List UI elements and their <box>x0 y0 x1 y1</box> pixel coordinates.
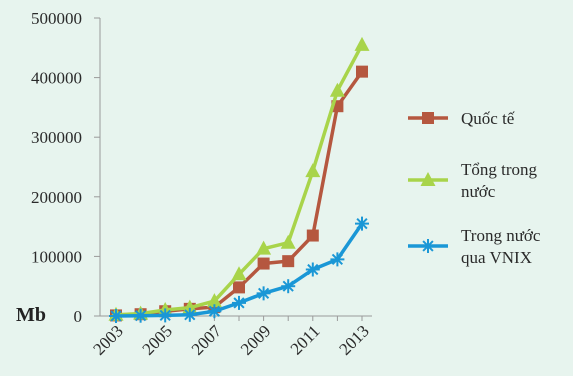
data-point-star <box>355 216 369 231</box>
data-point-star <box>232 295 246 310</box>
x-tick-label: 2003 <box>89 321 126 358</box>
data-point-star <box>158 308 173 323</box>
x-tick-label: 2009 <box>237 321 274 358</box>
y-tick-label: 500000 <box>31 9 82 28</box>
data-point-square <box>257 257 270 270</box>
legend: Quốc tế Tổng trong nước Trong nước qua VNIX <box>408 109 541 267</box>
data-point-triangle <box>420 172 436 186</box>
series-layer <box>108 36 370 323</box>
data-point-star <box>207 304 222 319</box>
data-point-triangle <box>329 82 345 97</box>
legend-label: Tổng trong nước <box>461 160 538 201</box>
data-point-square <box>356 65 368 78</box>
data-point-square <box>422 112 434 124</box>
y-tick-label: 200000 <box>31 188 82 207</box>
data-point-star <box>109 309 123 323</box>
series-square <box>110 65 368 322</box>
x-tick-label: 2005 <box>139 321 176 358</box>
x-tick-label: 2007 <box>188 321 226 359</box>
data-point-square <box>233 281 245 294</box>
y-tick-label: 0 <box>74 307 83 326</box>
data-point-square <box>306 229 319 242</box>
data-point-square <box>282 255 295 268</box>
data-point-star <box>330 252 345 267</box>
data-point-triangle <box>231 266 247 281</box>
y-tick-label: 100000 <box>31 247 82 266</box>
legend-label: Quốc tế <box>461 109 515 128</box>
x-ticks: 2003 2005 2007 2009 2011 2013 <box>89 316 373 359</box>
data-point-star <box>305 262 320 277</box>
y-tick-label: 400000 <box>31 69 82 88</box>
y-ticks: 0 100000 200000 300000 400000 500000 <box>31 9 100 326</box>
data-point-triangle <box>256 240 272 255</box>
x-tick-label: 2013 <box>335 321 372 358</box>
series-triangle <box>108 36 370 321</box>
data-point-triangle <box>354 36 370 51</box>
y-tick-label: 300000 <box>31 128 82 147</box>
data-point-triangle <box>305 163 321 178</box>
series-star <box>109 216 369 323</box>
legend-entry: Trong nước qua VNIX <box>408 226 541 267</box>
data-point-star <box>182 307 197 322</box>
data-point-star <box>421 239 435 253</box>
legend-entry: Tổng trong nước <box>408 160 538 201</box>
data-point-triangle <box>206 293 222 308</box>
x-tick-label: 2011 <box>287 321 324 358</box>
legend-label: Trong nước qua VNIX <box>461 226 541 267</box>
y-unit-label: Mb <box>16 304 46 326</box>
data-point-star <box>256 286 271 301</box>
data-point-triangle <box>280 234 296 249</box>
data-point-star <box>281 279 296 294</box>
legend-entry: Quốc tế <box>408 109 515 128</box>
data-point-star <box>133 308 148 323</box>
